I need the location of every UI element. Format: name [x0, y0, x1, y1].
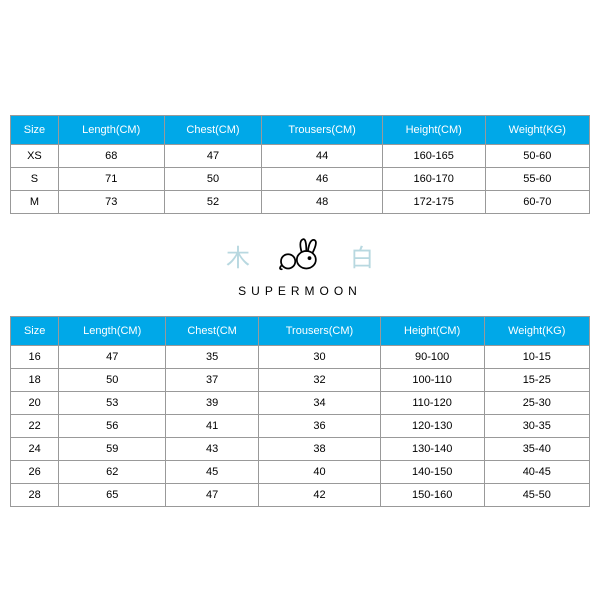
kids-table-header-3: Trousers(CM): [259, 317, 381, 346]
kids-table-cell: 130-140: [380, 438, 484, 461]
kids-table-cell: 53: [59, 392, 166, 415]
adult-table-row: XS684744160-16550-60: [11, 145, 590, 168]
kids-table-header-4: Height(CM): [380, 317, 484, 346]
adult-table-header-4: Height(CM): [382, 116, 485, 145]
kids-table-row: 18503732100-11015-25: [11, 369, 590, 392]
adult-table-cell: M: [11, 191, 59, 214]
kids-table-cell: 62: [59, 461, 166, 484]
adult-table-cell: 52: [164, 191, 262, 214]
kids-table-cell: 36: [259, 415, 381, 438]
kids-table-cell: 41: [166, 415, 259, 438]
kids-table-cell: 24: [11, 438, 59, 461]
kids-table-cell: 120-130: [380, 415, 484, 438]
adult-table-row: M735248172-17560-70: [11, 191, 590, 214]
kids-table-cell: 42: [259, 484, 381, 507]
kids-table-header-0: Size: [11, 317, 59, 346]
kids-table-row: 22564136120-13030-35: [11, 415, 590, 438]
adult-table-cell: 71: [58, 168, 164, 191]
kids-table-header-5: Weight(KG): [484, 317, 589, 346]
brand-char-right: 白: [350, 238, 374, 273]
kids-table-cell: 22: [11, 415, 59, 438]
size-table-kids: SizeLength(CM)Chest(CMTrousers(CM)Height…: [10, 316, 590, 507]
kids-table-cell: 10-15: [484, 346, 589, 369]
kids-table-cell: 40: [259, 461, 381, 484]
adult-table-cell: XS: [11, 145, 59, 168]
rabbit-icon: [276, 236, 324, 274]
kids-table-row: 26624540140-15040-45: [11, 461, 590, 484]
adult-table-header-3: Trousers(CM): [262, 116, 382, 145]
kids-table-cell: 30-35: [484, 415, 589, 438]
adult-table-cell: 68: [58, 145, 164, 168]
brand-char-left: 木: [226, 238, 250, 273]
adult-table-cell: 50: [164, 168, 262, 191]
adult-table-header-1: Length(CM): [58, 116, 164, 145]
kids-table-cell: 45: [166, 461, 259, 484]
kids-table-cell: 35: [166, 346, 259, 369]
brand-name: SUPERMOON: [238, 284, 362, 298]
kids-table-cell: 16: [11, 346, 59, 369]
kids-table-header-1: Length(CM): [59, 317, 166, 346]
brand-logo-section: 木 白 SUPERMOON: [10, 214, 590, 316]
kids-table-cell: 37: [166, 369, 259, 392]
adult-table-cell: 55-60: [485, 168, 589, 191]
kids-table-row: 28654742150-16045-50: [11, 484, 590, 507]
kids-table-row: 24594338130-14035-40: [11, 438, 590, 461]
size-table-adult: SizeLength(CM)Chest(CM)Trousers(CM)Heigh…: [10, 115, 590, 214]
kids-table-cell: 100-110: [380, 369, 484, 392]
kids-table-cell: 18: [11, 369, 59, 392]
kids-table-cell: 32: [259, 369, 381, 392]
adult-table-cell: 48: [262, 191, 382, 214]
adult-table-header-0: Size: [11, 116, 59, 145]
adult-table-cell: 46: [262, 168, 382, 191]
kids-table-cell: 43: [166, 438, 259, 461]
kids-table-cell: 20: [11, 392, 59, 415]
adult-table-header-5: Weight(KG): [485, 116, 589, 145]
kids-table-cell: 59: [59, 438, 166, 461]
adult-table-cell: 60-70: [485, 191, 589, 214]
kids-table-cell: 150-160: [380, 484, 484, 507]
kids-table-cell: 28: [11, 484, 59, 507]
adult-table-cell: 160-165: [382, 145, 485, 168]
adult-table-cell: 160-170: [382, 168, 485, 191]
kids-table-cell: 47: [166, 484, 259, 507]
kids-table-cell: 50: [59, 369, 166, 392]
adult-table-cell: 50-60: [485, 145, 589, 168]
adult-table-cell: 172-175: [382, 191, 485, 214]
adult-table-cell: S: [11, 168, 59, 191]
kids-table-cell: 26: [11, 461, 59, 484]
adult-table-cell: 73: [58, 191, 164, 214]
kids-table-cell: 56: [59, 415, 166, 438]
kids-table-cell: 35-40: [484, 438, 589, 461]
kids-table-cell: 40-45: [484, 461, 589, 484]
kids-table-row: 20533934110-12025-30: [11, 392, 590, 415]
kids-table-cell: 34: [259, 392, 381, 415]
kids-table-cell: 140-150: [380, 461, 484, 484]
kids-table-cell: 45-50: [484, 484, 589, 507]
kids-table-cell: 30: [259, 346, 381, 369]
adult-table-cell: 47: [164, 145, 262, 168]
kids-table-cell: 15-25: [484, 369, 589, 392]
kids-table-cell: 110-120: [380, 392, 484, 415]
kids-table-cell: 65: [59, 484, 166, 507]
adult-table-cell: 44: [262, 145, 382, 168]
kids-table-cell: 47: [59, 346, 166, 369]
kids-table-cell: 25-30: [484, 392, 589, 415]
adult-table-row: S715046160-17055-60: [11, 168, 590, 191]
kids-table-cell: 39: [166, 392, 259, 415]
adult-table-header-2: Chest(CM): [164, 116, 262, 145]
kids-table-row: 1647353090-10010-15: [11, 346, 590, 369]
kids-table-header-2: Chest(CM: [166, 317, 259, 346]
kids-table-cell: 38: [259, 438, 381, 461]
kids-table-cell: 90-100: [380, 346, 484, 369]
